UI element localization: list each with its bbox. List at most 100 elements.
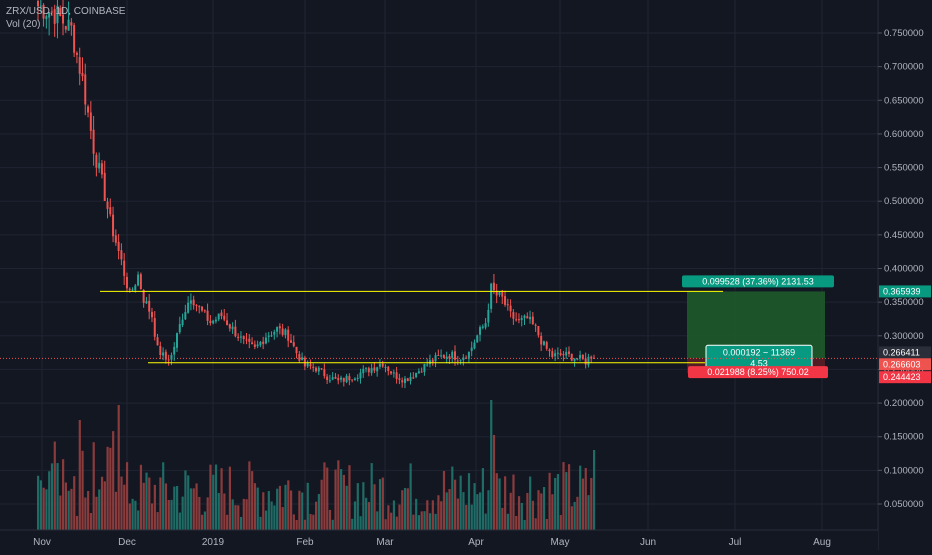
candle [214,316,217,324]
candle [125,272,128,293]
candle-body [487,309,490,323]
volume-bar [198,496,201,530]
candle [420,367,423,373]
candle [153,311,156,341]
candle [504,290,507,307]
candle-body [203,310,206,312]
volume-bar [239,516,243,530]
volume-bar [359,516,362,530]
candle-body [412,377,415,379]
candle [201,306,204,313]
volume-bar [437,495,440,530]
volume-bar [328,509,332,530]
candle-body [167,359,170,361]
candle-body [128,288,131,290]
candle-body [579,354,582,359]
time-tick-label: Nov [33,537,51,548]
candle-body [409,376,412,382]
candle [440,349,443,358]
volume-bar [545,518,548,530]
candle [37,0,39,22]
candle-body [131,289,134,291]
volume-bar [209,464,212,530]
candle [437,349,440,357]
volume-bar [590,478,593,530]
volume-bar [159,477,162,530]
candle-body [159,345,162,356]
candle [490,282,493,313]
candle-body [139,274,142,290]
volume-bar [87,491,90,530]
candle-body [529,317,532,320]
candle [487,303,490,327]
candle-body [437,355,440,357]
candle-body [334,376,337,379]
time-axis[interactable]: Nov Dec 2019 Feb Mar Apr May Jun Jul Aug [0,529,878,550]
volume-bar [262,492,265,530]
candle [139,272,142,290]
candle [359,368,362,384]
volume-bar [128,503,131,530]
candle-body [262,341,265,344]
candle [570,353,573,362]
volume-bar [448,489,451,530]
volume-bar [456,498,459,530]
candle-body [459,360,462,362]
volume-indicator-label[interactable]: Vol (20) [6,19,41,30]
price-tick-label: 0.750000 [884,28,924,39]
candle-body [64,26,67,30]
candle-body [562,354,565,356]
candle-body [323,369,326,377]
candle [470,341,473,357]
volume-bar [298,490,301,530]
candle [256,340,259,349]
candle [392,369,395,378]
volume-bar [256,487,259,530]
volume-bar [70,488,73,530]
candle [593,354,595,360]
symbol-title[interactable]: ZRX/USD, 1D, COINBASE [6,6,126,17]
volume-bar [567,464,571,530]
candle [262,336,265,350]
candle [223,309,226,322]
price-tick-label: 0.200000 [884,398,924,409]
candle-body [431,359,434,363]
candle-body [206,310,209,321]
price-axis[interactable]: 0.750000 0.700000 0.650000 0.600000 0.550000… [877,0,932,550]
candle-body [156,337,159,346]
long-position-tool[interactable]: 0.099528 (37.36%) 2131.53 0.000192 ~ 1136… [682,275,834,379]
candle-body [540,335,543,345]
volume-bar [337,460,340,530]
candle [189,293,192,311]
candle-body [387,366,390,372]
candle-body [45,16,48,20]
candle [184,304,187,321]
candle [367,366,370,377]
horizontal-levels[interactable] [100,290,723,364]
volume-bar [423,511,426,530]
candle-body [239,336,242,338]
candle-body [556,352,559,354]
time-tick-label: Feb [296,537,314,548]
volume-bar [223,493,226,530]
time-tick-label: Mar [376,537,394,548]
volume-bar [220,468,223,530]
candle [289,333,292,343]
candle [403,375,406,389]
candle-body [415,372,418,378]
volume-bar [467,473,471,530]
candle [423,363,426,376]
volume-bar [156,512,159,530]
volume-bar [384,519,387,530]
volume-bar [392,500,396,530]
candle-body [92,129,95,154]
volume-bar [398,504,401,530]
candle-body [462,357,465,361]
candle-body [81,72,84,77]
candle-body [442,354,445,359]
candle [451,350,454,364]
candle-body [451,351,454,359]
candle [587,353,590,368]
